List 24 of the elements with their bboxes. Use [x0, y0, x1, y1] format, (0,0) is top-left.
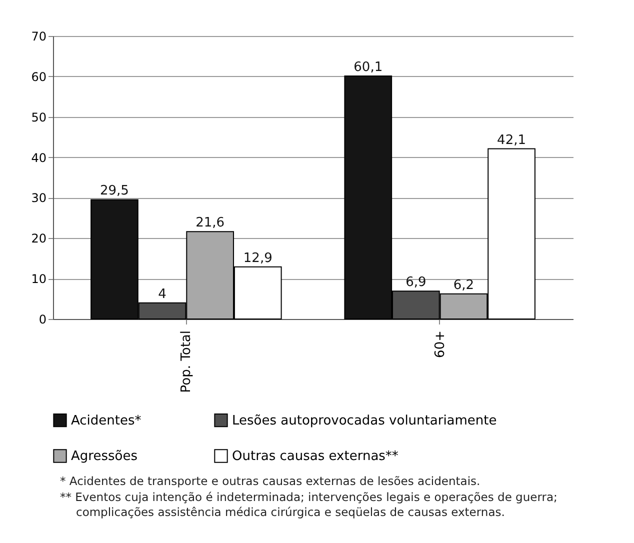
y-tick-label: 60 [31, 70, 46, 84]
x-tick-label: Pop. Total [179, 330, 194, 393]
text: * Acidentes de transporte e outras causas externas de lesões acidentais. [60, 474, 482, 490]
data-label: 29,5 [100, 184, 129, 199]
data-label: 21,6 [196, 216, 225, 231]
data-label: 6,2 [453, 278, 474, 293]
legend-label: Acidentes* [71, 413, 142, 428]
y-tick-label: 20 [31, 232, 46, 246]
y-tick-label: 40 [31, 150, 46, 165]
x-tick-label: 60+ [432, 330, 448, 358]
data-label: 12,9 [243, 250, 272, 266]
data-label: 42,1 [497, 132, 526, 148]
y-tick-label: 50 [31, 110, 46, 124]
data-label: 60,1 [354, 60, 383, 76]
text: ** Eventos cuja intenção é indeterminada; intervenções legais e operações de guerra; complicações assistência médica cirúrgica e seqüelas de causas externas. [60, 490, 558, 521]
data-label: 6,9 [406, 275, 426, 290]
y-tick-label: 70 [31, 30, 46, 44]
legend-label: Outras causas externas** [232, 449, 399, 464]
data-label: 4 [158, 286, 166, 302]
y-tick-label: 10 [31, 272, 46, 286]
y-tick-label: 0 [38, 312, 46, 326]
legend-label: Agressões [71, 449, 138, 464]
legend-label: Lesões autoprovocadas voluntariamente [232, 413, 497, 428]
y-tick-label: 30 [31, 191, 46, 206]
